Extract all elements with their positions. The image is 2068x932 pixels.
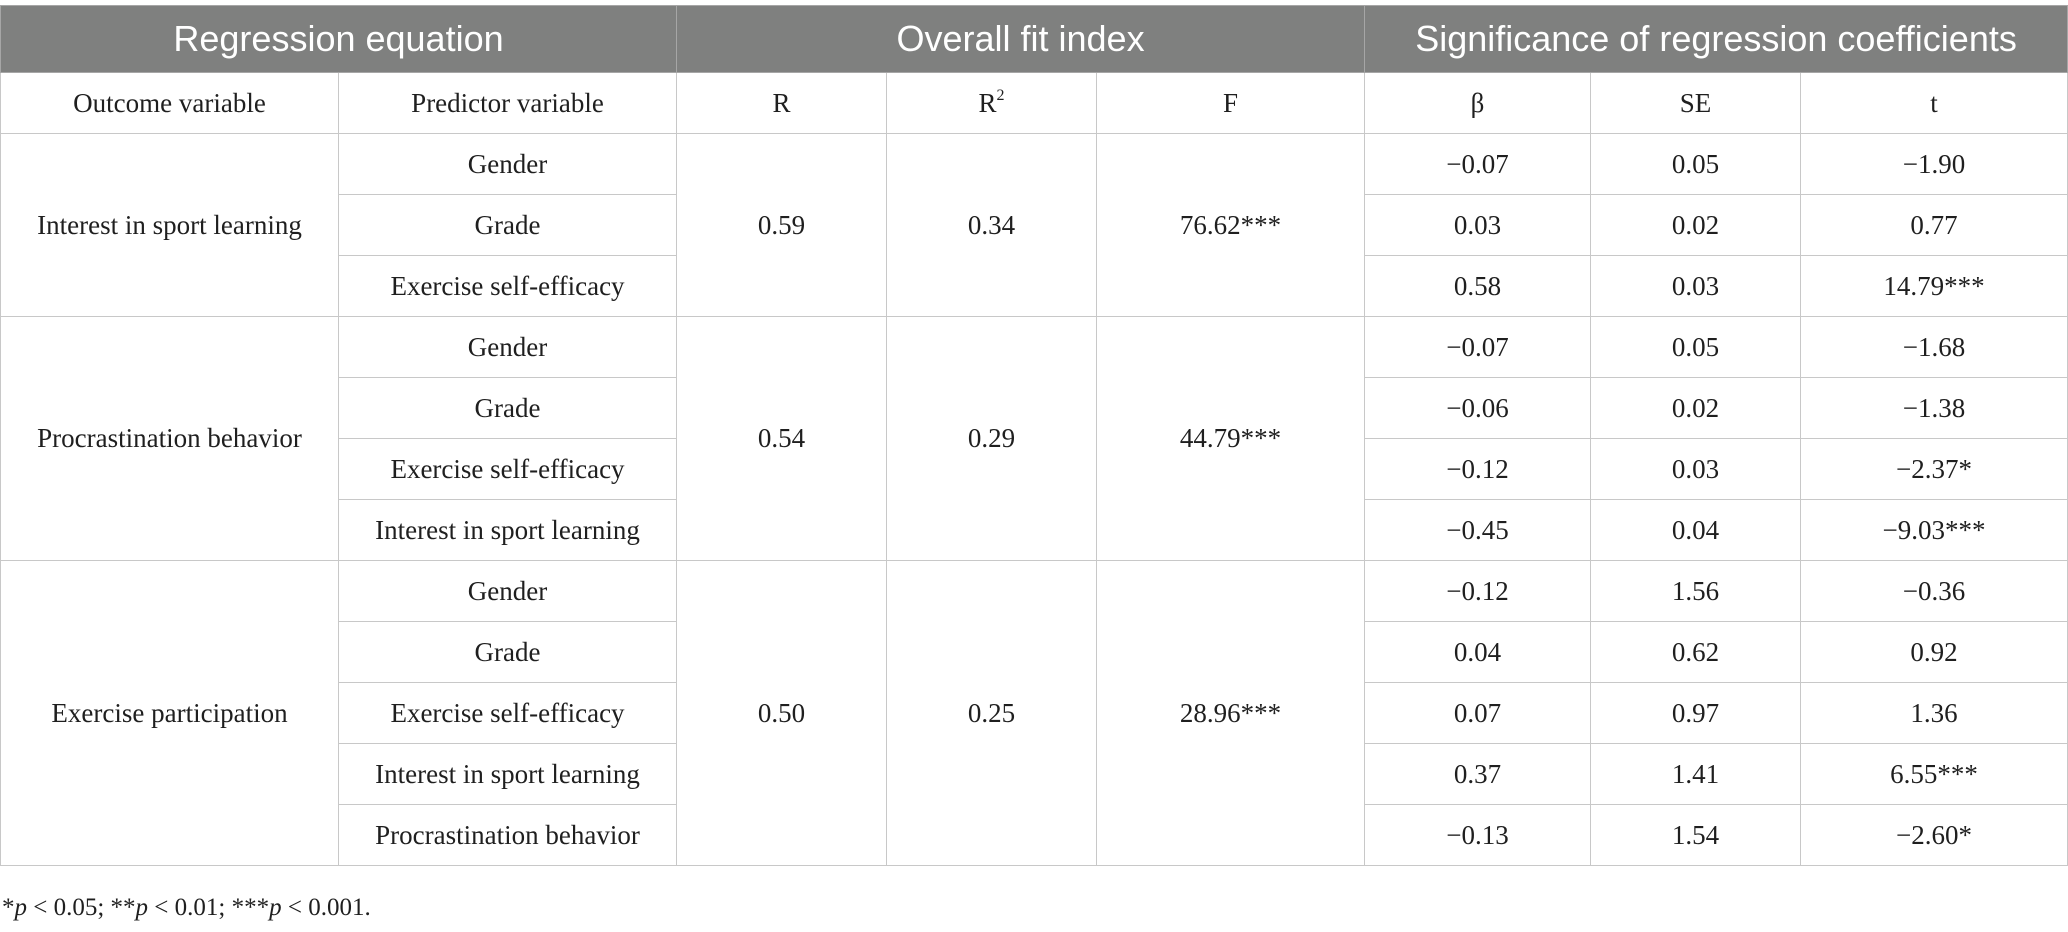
t-cell: −1.38 [1800, 377, 2068, 439]
table-row: Interest in sport learning −0.45 0.04 −9… [1, 499, 2068, 561]
se-cell: 0.02 [1590, 194, 1802, 256]
footnote-text: < 0.05; ** [27, 894, 136, 921]
group-header-row: Regression equation Overall fit index Si… [0, 5, 2068, 73]
predictor-cell: Grade [337, 621, 678, 683]
group-header-regression-equation: Regression equation [0, 5, 678, 73]
t-cell: −2.60* [1800, 804, 2068, 866]
col-header-beta: β [1364, 72, 1592, 134]
r2-cell: 0.25 [886, 560, 1098, 866]
column-header-row: Outcome variable Predictor variable R R2… [0, 72, 2068, 134]
footnote-star: * [2, 894, 15, 921]
predictor-cell: Grade [337, 194, 678, 256]
f-cell: 28.96*** [1096, 560, 1366, 866]
col-header-r2: R2 [886, 72, 1098, 134]
t-cell: −2.37* [1800, 438, 2068, 500]
predictor-cell: Procrastination behavior [337, 804, 678, 866]
se-cell: 1.56 [1590, 560, 1802, 622]
se-cell: 1.41 [1590, 743, 1802, 805]
table-row: Procrastination behavior Gender 0.54 0.2… [0, 316, 2068, 561]
outcome-cell: Interest in sport learning [0, 133, 339, 317]
predictor-cell: Gender [337, 316, 678, 378]
predictor-cell: Interest in sport learning [337, 743, 678, 805]
t-cell: 0.77 [1800, 194, 2068, 256]
col-header-predictor: Predictor variable [337, 72, 678, 134]
beta-cell: 0.04 [1364, 621, 1592, 683]
beta-cell: −0.45 [1364, 499, 1592, 561]
table-row: Grade 0.04 0.62 0.92 [1, 621, 2068, 683]
table-row: Interest in sport learning Gender 0.59 0… [0, 133, 2068, 317]
r-cell: 0.59 [676, 133, 888, 317]
se-cell: 0.62 [1590, 621, 1802, 683]
t-cell: 0.92 [1800, 621, 2068, 683]
beta-cell: −0.07 [1364, 316, 1592, 378]
t-cell: 6.55*** [1800, 743, 2068, 805]
col-header-outcome: Outcome variable [0, 72, 339, 134]
outcome-cell: Procrastination behavior [0, 316, 339, 561]
se-cell: 0.97 [1590, 682, 1802, 744]
t-cell: 14.79*** [1800, 255, 2068, 317]
r2-superscript: 2 [996, 86, 1005, 104]
footnote-p-italic: p [14, 894, 28, 921]
beta-cell: −0.07 [1364, 133, 1592, 195]
f-cell: 76.62*** [1096, 133, 1366, 317]
t-cell: −9.03*** [1800, 499, 2068, 561]
outcome-cell: Exercise participation [0, 560, 339, 866]
beta-cell: −0.12 [1364, 438, 1592, 500]
table-footnote: *p < 0.05; **p < 0.01; ***p < 0.001. [2, 894, 371, 922]
group-header-significance: Significance of regression coefficients [1364, 5, 2068, 73]
r-cell: 0.54 [676, 316, 888, 561]
footnote-text: < 0.001. [281, 894, 371, 921]
beta-cell: 0.03 [1364, 194, 1592, 256]
footnote-p-italic: p [269, 894, 282, 921]
beta-cell: −0.06 [1364, 377, 1592, 439]
se-cell: 0.04 [1590, 499, 1802, 561]
beta-cell: 0.58 [1364, 255, 1592, 317]
predictor-cell: Grade [337, 377, 678, 439]
table-body: Interest in sport learning Gender 0.59 0… [0, 133, 2068, 866]
table-row: Exercise participation Gender 0.50 0.25 … [0, 560, 2068, 866]
r-cell: 0.50 [676, 560, 888, 866]
col-header-t: t [1800, 72, 2068, 134]
beta-cell: −0.13 [1364, 804, 1592, 866]
table-row: Exercise self-efficacy −0.12 0.03 −2.37* [1, 438, 2068, 500]
r2-cell: 0.29 [886, 316, 1098, 561]
predictor-cell: Gender [337, 560, 678, 622]
se-cell: 0.03 [1590, 255, 1802, 317]
predictor-cell: Interest in sport learning [337, 499, 678, 561]
table-row: Exercise self-efficacy 0.07 0.97 1.36 [1, 682, 2068, 744]
beta-cell: −0.12 [1364, 560, 1592, 622]
col-header-f: F [1096, 72, 1366, 134]
table-row: Grade −0.06 0.02 −1.38 [1, 377, 2068, 439]
footnote-text: < 0.01; *** [148, 894, 270, 921]
r2-cell: 0.34 [886, 133, 1098, 317]
r2-base: R [978, 87, 997, 118]
beta-cell: 0.37 [1364, 743, 1592, 805]
se-cell: 0.03 [1590, 438, 1802, 500]
predictor-cell: Gender [337, 133, 678, 195]
predictor-cell: Exercise self-efficacy [337, 438, 678, 500]
se-cell: 0.05 [1590, 133, 1802, 195]
group-header-overall-fit: Overall fit index [676, 5, 1366, 73]
footnote-p-italic: p [135, 894, 149, 921]
col-header-se: SE [1590, 72, 1802, 134]
se-cell: 0.05 [1590, 316, 1802, 378]
table-row: Exercise self-efficacy 0.58 0.03 14.79**… [1, 255, 2068, 317]
t-cell: −1.68 [1800, 316, 2068, 378]
t-cell: −1.90 [1800, 133, 2068, 195]
col-header-r: R [676, 72, 888, 134]
regression-table: Regression equation Overall fit index Si… [0, 5, 2068, 866]
table-row: Procrastination behavior −0.13 1.54 −2.6… [1, 804, 2068, 866]
se-cell: 1.54 [1590, 804, 1802, 866]
predictor-cell: Exercise self-efficacy [337, 682, 678, 744]
predictor-cell: Exercise self-efficacy [337, 255, 678, 317]
t-cell: 1.36 [1800, 682, 2068, 744]
t-cell: −0.36 [1800, 560, 2068, 622]
f-cell: 44.79*** [1096, 316, 1366, 561]
se-cell: 0.02 [1590, 377, 1802, 439]
beta-cell: 0.07 [1364, 682, 1592, 744]
